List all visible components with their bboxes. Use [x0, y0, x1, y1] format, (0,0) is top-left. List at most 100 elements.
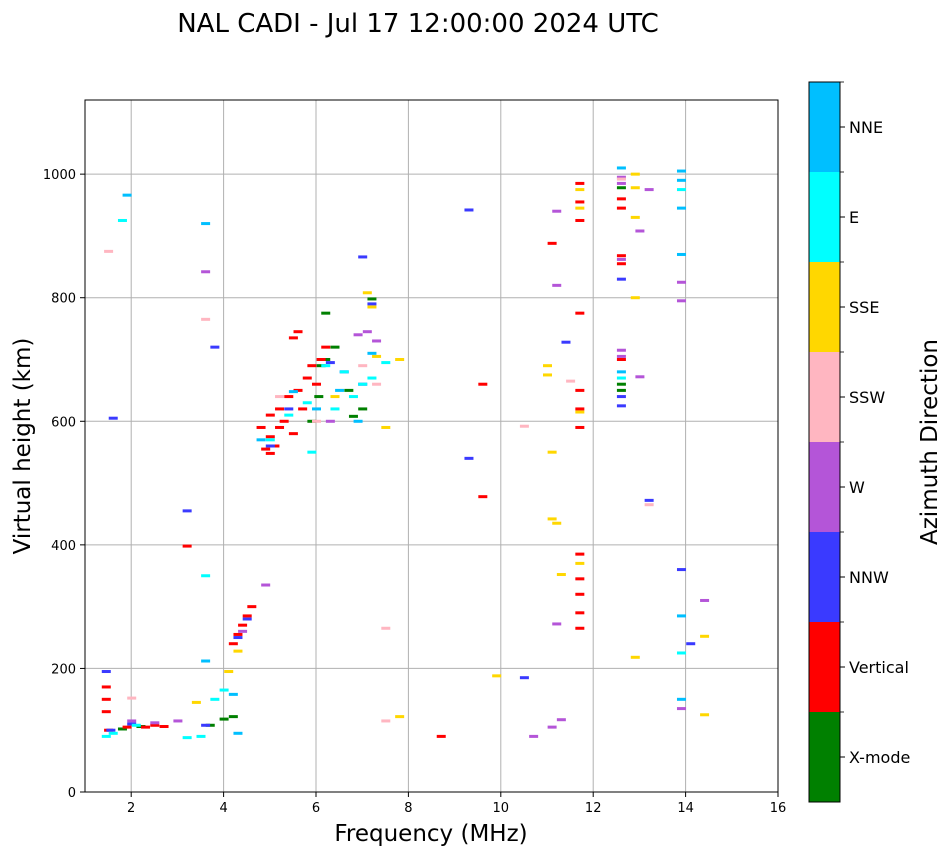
azimuth-colorbar: X-mode Vertical NNW W SSW SSE E NNE [808, 81, 910, 803]
data-point-w [616, 175, 626, 179]
data-point-vertical [575, 388, 585, 392]
data-point-sse [630, 186, 640, 190]
data-point-nnw [233, 636, 243, 640]
colorbar-tick-label: E [849, 208, 859, 227]
data-point-w [635, 375, 645, 379]
data-point-vertical [101, 710, 111, 714]
data-point-sse [543, 373, 552, 377]
data-point-x-mode [344, 388, 354, 392]
data-point-sse [362, 291, 372, 295]
data-point-ssw [275, 395, 285, 399]
data-point-vertical [312, 382, 321, 386]
data-point-w [547, 725, 557, 729]
data-point-vertical [575, 592, 585, 596]
colorbar-tick-label: Vertical [849, 658, 909, 677]
data-point-sse [630, 296, 640, 300]
data-point-w [616, 257, 626, 261]
data-point-vertical [575, 552, 585, 556]
colorbar-tick-label: NNE [849, 118, 883, 137]
data-point-sse [630, 172, 640, 176]
data-point-vertical [302, 376, 312, 380]
colorbar-label: Azimuth Direction [917, 339, 943, 545]
data-point-nnw [106, 728, 116, 732]
data-point-w [127, 719, 137, 723]
data-point-e [201, 574, 211, 578]
data-point-x-mode [330, 345, 340, 349]
y-tick-label: 400 [51, 539, 76, 554]
data-point-nnw [464, 456, 474, 460]
plot-frame [84, 99, 779, 793]
data-point-e [339, 370, 349, 374]
data-point-vertical [575, 425, 585, 429]
data-point-nnw [265, 444, 275, 448]
data-point-x-mode [228, 715, 238, 719]
data-point-vertical [265, 435, 275, 439]
data-point-e [265, 438, 275, 442]
data-point-x-mode [205, 723, 215, 727]
data-point-e [358, 382, 368, 386]
data-point-vertical [575, 407, 585, 411]
data-point-w [261, 583, 271, 587]
data-point-nnw [519, 676, 529, 680]
colorbar-segment-e [809, 172, 840, 262]
data-point-ssw [104, 249, 114, 253]
data-point-vertical [279, 419, 289, 423]
data-point-w [173, 719, 183, 723]
data-point-nnw [210, 345, 220, 349]
data-point-w [635, 229, 645, 233]
data-point-sse [575, 188, 585, 192]
data-point-nne [353, 419, 363, 423]
x-tick-label: 14 [677, 801, 694, 816]
x-tick-label: 4 [219, 801, 227, 816]
data-point-sse [381, 425, 391, 429]
data-point-vertical [316, 358, 326, 361]
data-point-w [556, 718, 566, 722]
data-point-w [616, 181, 626, 185]
data-point-vertical [159, 725, 169, 729]
data-point-e [108, 731, 118, 735]
data-point-w [616, 348, 626, 352]
data-point-w [644, 188, 654, 192]
data-point-e [330, 407, 340, 411]
data-point-vertical [261, 447, 271, 451]
data-point-ssw [644, 503, 654, 507]
data-point-w [676, 707, 686, 711]
data-point-vertical [275, 425, 285, 429]
data-point-x-mode [367, 297, 377, 301]
data-point-vertical [101, 685, 111, 689]
colorbar-tick-label: SSE [849, 298, 879, 317]
data-point-ssw [381, 719, 391, 723]
data-point-e [101, 734, 111, 738]
data-point-vertical [284, 395, 294, 399]
y-tick-label: 800 [51, 292, 76, 307]
data-point-e [117, 218, 127, 222]
data-point-vertical [616, 197, 626, 201]
data-point-sse [330, 395, 340, 399]
data-point-nnw [616, 277, 626, 281]
data-point-nne [676, 697, 686, 701]
data-point-vertical [242, 614, 252, 618]
data-point-vertical [575, 218, 585, 222]
data-point-vertical [616, 358, 626, 361]
data-point-nne [676, 614, 686, 618]
data-point-x-mode [348, 414, 358, 418]
data-point-sse [233, 649, 243, 653]
colorbar-segment-sse [809, 262, 840, 352]
data-point-e [381, 361, 391, 365]
data-point-w [529, 734, 539, 738]
data-point-vertical [478, 495, 488, 499]
data-point-vertical [228, 642, 238, 646]
data-point-nne [676, 178, 686, 182]
colorbar-segment-vertical [809, 622, 840, 712]
data-point-e [131, 723, 141, 727]
data-point-nnw [358, 255, 368, 259]
y-tick-label: 600 [51, 415, 76, 430]
data-point-e [676, 651, 686, 655]
data-point-nnw [201, 723, 211, 727]
data-point-vertical [238, 623, 248, 627]
data-point-sse [700, 634, 710, 638]
data-point-w [616, 354, 626, 358]
data-point-nnw [686, 642, 696, 646]
colorbar-segment-nne [809, 82, 840, 172]
